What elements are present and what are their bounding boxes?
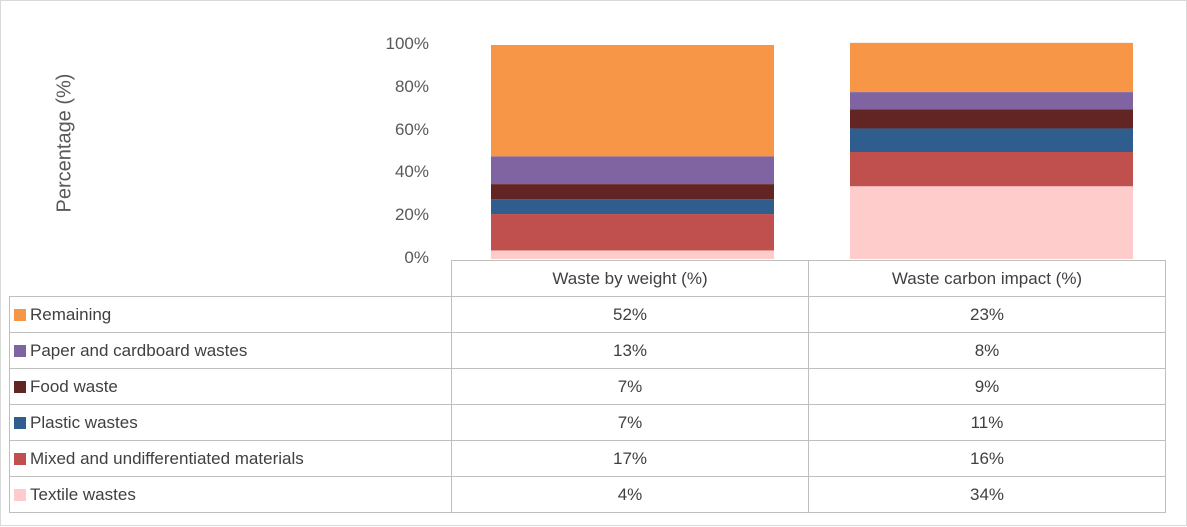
y-tick-label: 60% <box>394 119 429 139</box>
series-name: Remaining <box>30 304 112 324</box>
bar-segment-1-2 <box>491 214 774 251</box>
table-corner <box>9 260 452 297</box>
series-name: Textile wastes <box>30 484 136 504</box>
series-name: Paper and cardboard wastes <box>30 340 248 360</box>
data-label: 8% <box>808 332 1166 369</box>
data-label: 13% <box>451 332 809 369</box>
data-label: 11% <box>808 404 1166 441</box>
table-row: Remaining 52% 23% <box>9 296 1166 333</box>
legend-swatch <box>14 308 26 321</box>
bar-segment-2-5 <box>850 92 1133 110</box>
table-row: Food waste 7% 9% <box>9 368 1166 405</box>
legend-swatch <box>14 380 26 393</box>
legend-swatch <box>14 344 26 357</box>
legend-swatch <box>14 488 26 501</box>
series-name: Plastic wastes <box>30 412 138 432</box>
bar-segment-2-4 <box>850 109 1133 129</box>
series-name: Mixed and undifferentiated materials <box>30 448 304 468</box>
y-tick-label: 100% <box>385 34 429 53</box>
data-label: 23% <box>808 296 1166 333</box>
bar-segment-2-1 <box>850 186 1133 259</box>
data-label: 34% <box>808 476 1166 513</box>
y-tick-label: 40% <box>394 162 429 182</box>
table-row: Mixed and undifferentiated materials 17% 1… <box>9 440 1166 477</box>
bar-segment-2-6 <box>850 42 1133 93</box>
data-label: 7% <box>451 368 809 405</box>
bar-segment-1-6 <box>491 45 774 157</box>
y-axis-label: Percentage (%) <box>53 73 76 213</box>
legend-swatch <box>14 416 26 429</box>
legend-entry: Mixed and undifferentiated materials <box>9 440 452 477</box>
y-tick-label: 80% <box>394 76 429 96</box>
legend-entry: Food waste <box>9 368 452 405</box>
table-row: Plastic wastes 7% 11% <box>9 404 1166 441</box>
x-category-label: Waste by weight (%) <box>451 260 809 297</box>
data-label: 16% <box>808 440 1166 477</box>
x-category-label: Waste carbon impact (%) <box>808 260 1166 297</box>
table-header-row: Waste by weight (%) Waste carbon impact (… <box>9 260 1166 297</box>
bar-segment-1-4 <box>491 184 774 200</box>
table-row: Textile wastes 4% 34% <box>9 476 1166 513</box>
bar-segment-1-3 <box>491 199 774 215</box>
data-label: 17% <box>451 440 809 477</box>
bar-segment-2-2 <box>850 152 1133 187</box>
bar-segment-1-1 <box>491 250 774 259</box>
table-row: Paper and cardboard wastes 13% 8% <box>9 332 1166 369</box>
data-table: Waste by weight (%) Waste carbon impact (… <box>9 260 1166 513</box>
legend-entry: Plastic wastes <box>9 404 452 441</box>
data-label: 7% <box>451 404 809 441</box>
data-label: 52% <box>451 296 809 333</box>
data-label: 9% <box>808 368 1166 405</box>
y-tick-label: 20% <box>394 205 429 225</box>
legend-entry: Remaining <box>9 296 452 333</box>
data-label: 4% <box>451 476 809 513</box>
series-name: Food waste <box>30 376 118 396</box>
legend-entry: Paper and cardboard wastes <box>9 332 452 369</box>
bar-segment-2-3 <box>850 128 1133 152</box>
legend-entry: Textile wastes <box>9 476 452 513</box>
bar-segment-1-5 <box>491 156 774 185</box>
legend-swatch <box>14 452 26 465</box>
